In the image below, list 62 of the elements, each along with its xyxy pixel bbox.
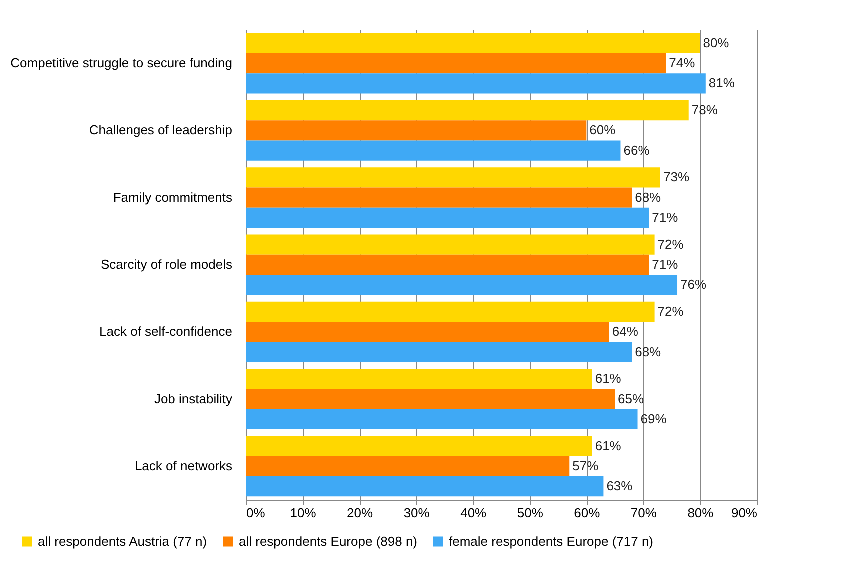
bar — [246, 120, 587, 141]
bar — [246, 389, 616, 410]
data-label: 72% — [658, 236, 684, 252]
bar — [246, 33, 700, 54]
data-label: 61% — [595, 371, 622, 386]
bar — [246, 342, 632, 362]
bar — [246, 476, 604, 497]
data-label: 71% — [652, 210, 679, 225]
bar — [246, 100, 689, 121]
x-tick-label: 90% — [731, 506, 758, 520]
data-label: 76% — [680, 277, 707, 292]
x-tick-label: 10% — [290, 506, 317, 520]
x-tick-label: 0% — [246, 506, 266, 520]
bar — [246, 74, 706, 94]
data-label: 64% — [612, 324, 639, 340]
legend-label: all respondents Europe (898 n) — [239, 534, 418, 549]
x-tick-label: 30% — [404, 506, 430, 520]
x-tick-label: 80% — [688, 506, 714, 520]
data-label: 68% — [635, 190, 662, 205]
x-tick-label: 20% — [347, 506, 374, 520]
y-tick-label: Competitive struggle to secure funding — [10, 56, 232, 71]
bar — [246, 140, 621, 161]
data-label: 65% — [618, 391, 645, 406]
data-label: 57% — [572, 458, 600, 474]
y-tick-label: Lack of self-confidence — [100, 324, 232, 340]
bar — [246, 168, 660, 188]
data-label: 74% — [669, 56, 696, 71]
y-tick-label: Scarcity of role models — [101, 257, 233, 272]
y-tick-label: Job instability — [154, 391, 233, 406]
data-label: 63% — [606, 478, 634, 494]
x-tick-label: 40% — [460, 506, 488, 520]
y-tick-label: Family commitments — [113, 190, 233, 205]
bar — [246, 254, 650, 276]
data-label: 71% — [652, 257, 679, 272]
x-tick-label: 70% — [630, 506, 658, 520]
data-label: 81% — [708, 76, 736, 91]
bar — [246, 188, 632, 208]
bar — [246, 409, 638, 430]
data-label: 68% — [635, 344, 662, 360]
bar — [246, 436, 592, 456]
data-label: 72% — [658, 304, 684, 319]
y-tick-label: Challenges of leadership — [89, 122, 232, 138]
bar — [246, 456, 570, 476]
data-label: 61% — [595, 438, 622, 454]
y-tick-label: Lack of networks — [134, 458, 233, 474]
bar — [246, 369, 592, 390]
data-label: 60% — [590, 122, 616, 138]
data-label: 66% — [624, 142, 650, 158]
bar — [246, 234, 655, 255]
data-label: 73% — [663, 170, 690, 185]
bar — [246, 302, 655, 322]
bar — [246, 208, 650, 228]
x-tick-label: 60% — [574, 506, 601, 520]
data-label: 80% — [703, 35, 730, 50]
legend-label: female respondents Europe (717 n) — [449, 534, 654, 549]
data-label: 78% — [692, 102, 718, 118]
legend-label: all respondents Austria (77 n) — [38, 534, 208, 549]
x-tick-label: 50% — [517, 506, 544, 520]
bar — [246, 275, 678, 296]
bar — [246, 322, 610, 342]
bar — [246, 54, 666, 74]
data-label: 69% — [640, 411, 668, 426]
